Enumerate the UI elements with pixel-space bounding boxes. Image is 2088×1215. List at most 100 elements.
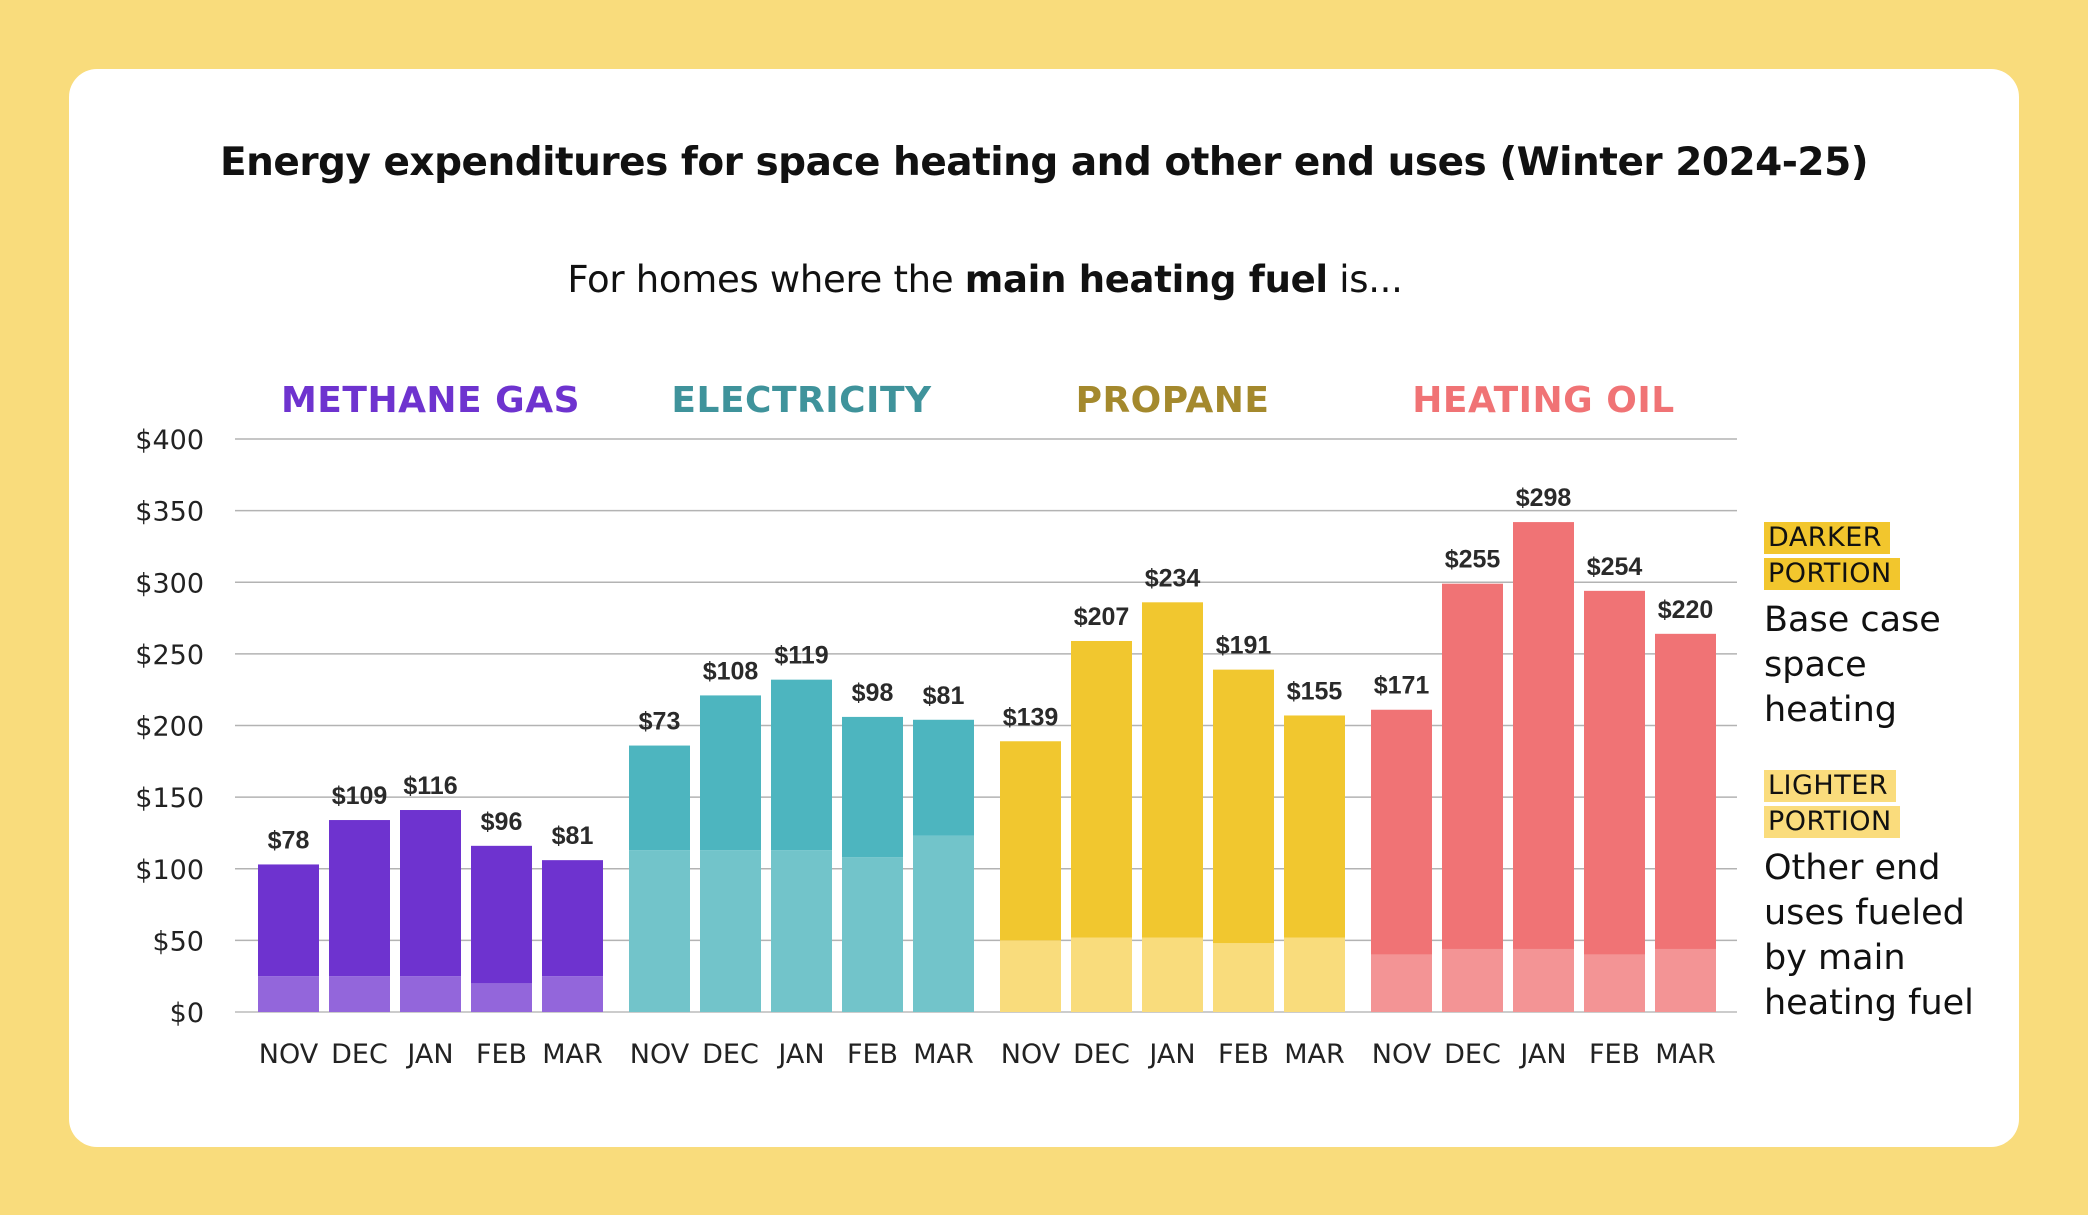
bar-segment-space-heating: [542, 860, 603, 977]
group-header: METHANE GAS: [281, 380, 580, 421]
legend-darker-desc-line: heating: [1764, 690, 1898, 730]
legend-darker-desc-line: space: [1764, 645, 1867, 685]
bar-segment-space-heating: [471, 845, 532, 984]
bar-value-label: $139: [1003, 703, 1059, 731]
bar-segment-space-heating: [1513, 522, 1574, 949]
legend-darker-description: Base case space heating: [1764, 598, 1941, 733]
legend-lighter-tag-1: LIGHTER: [1764, 770, 1897, 802]
bar-segment-space-heating: [1442, 583, 1503, 949]
legend-lighter-desc-line: by main: [1764, 938, 1906, 978]
bar-segment-other-end-uses: [1284, 937, 1345, 1012]
group-header: PROPANE: [1076, 380, 1270, 421]
bar-value-label: $207: [1074, 603, 1130, 631]
x-tick-label: JAN: [1147, 1039, 1195, 1070]
subtitle-suffix: is...: [1327, 258, 1403, 301]
bar-segment-space-heating: [1213, 669, 1274, 944]
y-tick-label: $50: [152, 926, 204, 957]
bar-segment-space-heating: [1142, 602, 1203, 938]
bar-segment-space-heating: [1071, 640, 1132, 938]
bar-segment-space-heating: [700, 695, 761, 851]
bar-segment-space-heating: [1584, 590, 1645, 955]
bar-segment-space-heating: [1000, 741, 1061, 941]
x-tick-label: NOV: [1001, 1039, 1061, 1070]
bar-segment-other-end-uses: [471, 983, 532, 1012]
bar-segment-space-heating: [629, 745, 690, 851]
y-tick-label: $0: [170, 998, 204, 1029]
bar-value-label: $255: [1445, 546, 1501, 574]
y-tick-label: $150: [135, 783, 204, 814]
bar-segment-space-heating: [842, 716, 903, 858]
bar-value-label: $254: [1587, 553, 1643, 581]
bar-value-label: $78: [268, 826, 310, 854]
x-tick-label: FEB: [1218, 1039, 1269, 1070]
bar-segment-other-end-uses: [1142, 937, 1203, 1012]
x-tick-label: MAR: [542, 1039, 603, 1070]
x-tick-label: MAR: [913, 1039, 974, 1070]
bar-value-label: $81: [552, 822, 594, 850]
legend-lighter-tag-2: PORTION: [1764, 806, 1900, 838]
group-header: ELECTRICITY: [671, 380, 932, 421]
bar-value-label: $109: [332, 782, 388, 810]
bar-segment-space-heating: [258, 864, 319, 977]
legend-lighter-description: Other end uses fueled by main heating fu…: [1764, 846, 1974, 1026]
bar-segment-other-end-uses: [329, 976, 390, 1012]
legend-lighter: LIGHTER PORTION Other end uses fueled by…: [1764, 770, 1974, 1026]
bar-segment-other-end-uses: [771, 850, 832, 1012]
bar-segment-other-end-uses: [1442, 948, 1503, 1012]
x-tick-label: MAR: [1284, 1039, 1345, 1070]
bar-value-label: $191: [1216, 632, 1272, 660]
x-tick-label: FEB: [1589, 1039, 1640, 1070]
bar-value-label: $234: [1145, 564, 1201, 592]
bar-segment-space-heating: [771, 679, 832, 851]
bar-segment-space-heating: [1371, 709, 1432, 955]
y-tick-label: $100: [135, 855, 204, 886]
legend-lighter-desc-line: Other end: [1764, 848, 1941, 888]
legend-darker-tag-1: DARKER: [1764, 522, 1891, 554]
bar-segment-space-heating: [1284, 715, 1345, 938]
x-tick-label: NOV: [1372, 1039, 1432, 1070]
legend-darker-tag-2: PORTION: [1764, 558, 1900, 590]
bar-value-label: $119: [774, 642, 828, 670]
y-tick-label: $300: [135, 568, 204, 599]
bar-segment-other-end-uses: [700, 850, 761, 1012]
bar-value-label: $73: [639, 708, 681, 736]
subtitle-bold: main heating fuel: [964, 258, 1328, 301]
x-tick-label: FEB: [476, 1039, 527, 1070]
bar-segment-other-end-uses: [1513, 948, 1574, 1012]
bar-segment-space-heating: [913, 719, 974, 836]
bar-segment-other-end-uses: [1655, 948, 1716, 1012]
bar-value-label: $98: [852, 679, 894, 707]
bar-value-label: $96: [481, 808, 523, 836]
bar-segment-other-end-uses: [1071, 937, 1132, 1012]
bar-segment-other-end-uses: [542, 976, 603, 1012]
x-tick-label: DEC: [1073, 1039, 1130, 1070]
x-tick-label: JAN: [776, 1039, 824, 1070]
x-tick-label: DEC: [1444, 1039, 1501, 1070]
bar-segment-other-end-uses: [913, 835, 974, 1012]
x-tick-label: DEC: [331, 1039, 388, 1070]
bar-value-label: $116: [403, 772, 457, 800]
legend-lighter-desc-line: uses fueled: [1764, 893, 1965, 933]
legend-darker: DARKER PORTION Base case space heating: [1764, 522, 1941, 733]
bar-value-label: $108: [703, 657, 759, 685]
x-tick-label: FEB: [847, 1039, 898, 1070]
chart-title: Energy expenditures for space heating an…: [219, 140, 1869, 185]
legend-lighter-desc-line: heating fuel: [1764, 983, 1974, 1023]
x-tick-label: NOV: [630, 1039, 690, 1070]
bar-value-label: $155: [1287, 677, 1343, 705]
bar-segment-other-end-uses: [258, 976, 319, 1012]
bar-segment-other-end-uses: [400, 976, 461, 1012]
x-tick-label: MAR: [1655, 1039, 1716, 1070]
bar-segment-space-heating: [1655, 633, 1716, 949]
bar-segment-other-end-uses: [629, 850, 690, 1012]
bar-segment-other-end-uses: [842, 857, 903, 1012]
bar-segment-other-end-uses: [1213, 943, 1274, 1012]
x-tick-label: JAN: [405, 1039, 453, 1070]
y-tick-label: $350: [135, 497, 204, 528]
subtitle-prefix: For homes where the: [567, 258, 965, 301]
bar-segment-other-end-uses: [1000, 940, 1061, 1012]
bar-value-label: $298: [1516, 484, 1572, 512]
bar-segment-space-heating: [329, 820, 390, 977]
bar-segment-other-end-uses: [1584, 954, 1645, 1012]
